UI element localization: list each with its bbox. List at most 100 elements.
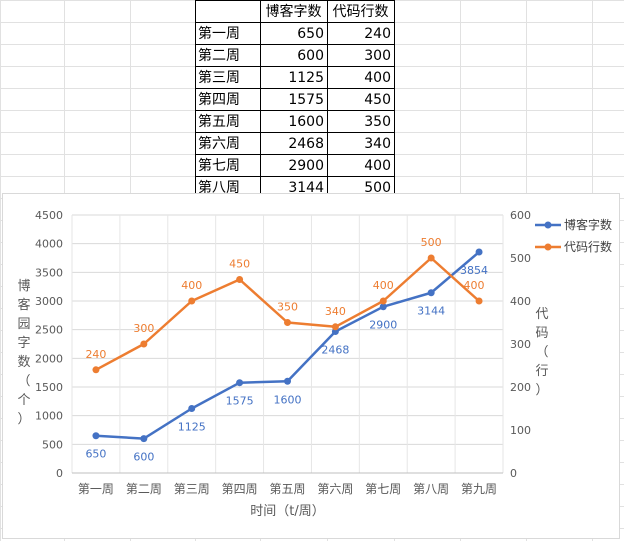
y-tick-label: 1000 (35, 410, 63, 423)
table-row-bg (195, 132, 395, 155)
y-tick-label: 3500 (35, 266, 63, 279)
y-tick-label: 2000 (35, 352, 63, 365)
table-cell[interactable]: 400 (364, 158, 391, 174)
data-point[interactable] (140, 340, 148, 348)
table-cell[interactable]: 第四周 (198, 91, 240, 108)
y-tick-label: 4500 (35, 209, 63, 222)
y2-tick-label: 200 (510, 381, 531, 394)
data-label: 400 (181, 279, 202, 292)
data-label: 2468 (321, 344, 349, 357)
x-tick-label: 第五周 (269, 482, 305, 496)
y-tick-label: 1500 (35, 381, 63, 394)
table-cell[interactable]: 第六周 (198, 135, 240, 152)
data-label: 350 (277, 301, 298, 314)
table-cell[interactable]: 第七周 (198, 157, 240, 174)
data-point[interactable] (331, 323, 339, 331)
data-point[interactable] (475, 248, 483, 256)
legend-entry[interactable]: 代码行数 (564, 239, 612, 254)
y2-tick-label: 500 (510, 252, 531, 265)
table-cell[interactable]: 400 (364, 70, 391, 86)
table-cell[interactable]: 3144 (288, 180, 324, 196)
table-header-cell[interactable]: 博客字数 (266, 3, 322, 20)
y2-axis-title-text: 代码（行） (535, 307, 548, 398)
gridlines (71, 214, 504, 474)
table-cell[interactable]: 450 (364, 92, 391, 108)
table-cell[interactable]: 1600 (288, 114, 324, 130)
table-row-bg (195, 88, 395, 111)
data-label: 400 (464, 279, 485, 292)
data-point[interactable] (284, 319, 291, 326)
legend-swatch-marker (544, 243, 552, 251)
table-cell[interactable]: 650 (297, 26, 324, 42)
data-point[interactable] (379, 297, 387, 305)
data-label: 600 (133, 451, 154, 464)
y2-tick-label: 100 (510, 424, 531, 437)
table-cell[interactable]: 2900 (288, 158, 324, 174)
table-row-bg (195, 44, 395, 67)
data-point[interactable] (284, 377, 291, 385)
table-cell[interactable]: 第三周 (198, 69, 240, 86)
table-cell[interactable]: 600 (297, 48, 324, 64)
data-label: 1600 (274, 393, 302, 406)
chart-svg: 0 500 1000 1500 2000 2500 3000 3500 4000 4500 0 100… (17, 209, 612, 519)
data-point[interactable] (427, 289, 435, 297)
data-label: 1125 (178, 421, 206, 434)
table-header-cell[interactable]: 代码行数 (333, 4, 389, 20)
table-cell[interactable]: 500 (364, 180, 391, 196)
y2-axis-title: 代码（行） (535, 307, 548, 398)
data-label: 240 (85, 348, 106, 361)
x-tick-label: 第六周 (317, 482, 353, 496)
series-line (95, 251, 480, 440)
x-axis-title: 时间（t/周） (250, 504, 324, 519)
table-cell[interactable]: 第一周 (198, 25, 240, 42)
data-point[interactable] (140, 435, 148, 443)
legend-swatch-marker (544, 221, 552, 229)
y-tick-label: 4000 (35, 238, 63, 251)
data-label: 3144 (417, 305, 445, 318)
y-tick-label: 0 (56, 467, 63, 480)
y2-tick-label: 400 (510, 295, 531, 308)
table-row-bg (195, 22, 395, 45)
table-cell[interactable]: 340 (364, 136, 391, 152)
table-cell[interactable]: 第五周 (198, 113, 240, 130)
x-tick-label: 第四周 (222, 482, 258, 496)
chart-area[interactable]: 0 500 1000 1500 2000 2500 3000 3500 4000 4500 0 100… (2, 193, 620, 539)
y2-tick-label: 300 (510, 338, 531, 351)
data-point[interactable] (475, 297, 483, 305)
table-cell[interactable]: 2468 (288, 136, 324, 152)
data-point[interactable] (188, 297, 196, 305)
x-tick-label: 第九周 (461, 482, 497, 496)
data-point[interactable] (188, 405, 196, 412)
table-cell[interactable]: 300 (364, 48, 391, 64)
data-label: 340 (325, 305, 346, 318)
table-cell[interactable]: 第八周 (198, 179, 240, 196)
x-tick-label: 第八周 (413, 482, 449, 496)
data-label: 450 (229, 258, 250, 271)
data-point[interactable] (92, 432, 100, 440)
data-label: 650 (85, 448, 106, 461)
table-row-bg (195, 66, 395, 89)
y-axis-title: 博客园字数（个） (17, 279, 30, 427)
table-cell[interactable]: 1575 (288, 92, 324, 108)
data-point[interactable] (427, 254, 435, 262)
table-cell[interactable]: 350 (364, 114, 391, 130)
x-tick-label: 第七周 (365, 482, 401, 496)
data-label: 300 (133, 322, 154, 335)
y-tick-label: 3000 (35, 295, 63, 308)
data-point[interactable] (236, 276, 244, 283)
data-label: 500 (421, 236, 442, 249)
data-point[interactable] (236, 379, 244, 387)
table-cell[interactable]: 第二周 (198, 47, 240, 64)
table-cell[interactable]: 1125 (288, 70, 324, 86)
table-row-bg (195, 154, 395, 177)
data-point[interactable] (379, 303, 387, 311)
data-label: 400 (373, 279, 394, 292)
legend-entry[interactable]: 博客字数 (564, 217, 612, 232)
y-axis-title-text: 博客园字数（个） (17, 279, 30, 427)
data-point[interactable] (92, 366, 100, 374)
y2-tick-label: 0 (510, 467, 517, 480)
table-cell[interactable]: 240 (364, 26, 391, 42)
series-1: 240 300 400 450 350 340 400 500 400 (85, 236, 485, 374)
data-label: 3854 (460, 264, 488, 277)
